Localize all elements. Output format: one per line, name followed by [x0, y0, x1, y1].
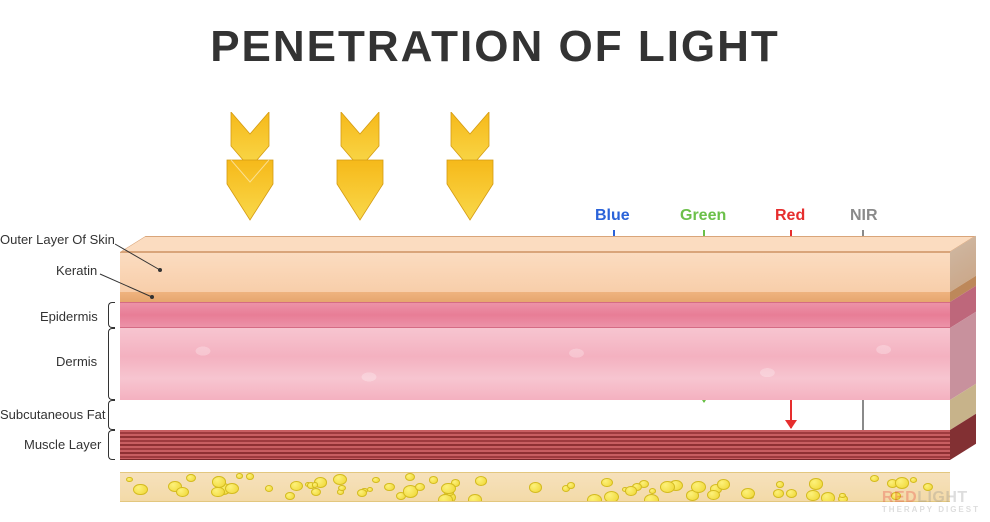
label-muscle: Muscle Layer — [24, 437, 101, 452]
wavelength-label-red: Red — [775, 207, 805, 225]
light-arrow-icon — [335, 112, 385, 222]
light-arrow-icon — [225, 112, 275, 222]
bracket-epidermis — [108, 302, 115, 328]
wavelength-label-green: Green — [680, 207, 726, 225]
bracket-dermis — [108, 328, 115, 400]
bracket-subfat — [108, 400, 115, 430]
skin-side-face — [950, 236, 976, 460]
wavelength-label-nir: NIR — [850, 207, 878, 225]
light-arrows-group — [225, 112, 495, 222]
bracket-muscle — [108, 430, 115, 460]
label-dermis: Dermis — [56, 354, 97, 369]
label-outer-skin: Outer Layer Of Skin — [0, 232, 115, 247]
label-keratin: Keratin — [56, 263, 97, 278]
wavelength-label-blue: Blue — [595, 207, 630, 225]
watermark-light: LIGHT — [917, 489, 968, 506]
layer-outer-skin — [120, 252, 950, 292]
watermark: REDLIGHT THERAPY DIGEST — [882, 489, 980, 514]
watermark-red: RED — [882, 489, 917, 506]
layer-dermis — [120, 328, 950, 400]
skin-cross-section — [120, 252, 950, 467]
fat-cells — [120, 473, 950, 501]
layer-muscle — [120, 430, 950, 460]
layer-keratin — [120, 292, 950, 302]
label-epidermis: Epidermis — [40, 309, 98, 324]
light-arrow-icon — [445, 112, 495, 222]
layer-epidermis — [120, 302, 950, 328]
watermark-sub: THERAPY DIGEST — [882, 505, 980, 514]
skin-top-face — [120, 236, 976, 252]
layer-subcutaneous-fat — [120, 472, 950, 502]
page-title: PENETRATION OF LIGHT — [0, 22, 990, 72]
label-subfat: Subcutaneous Fat — [0, 407, 106, 422]
